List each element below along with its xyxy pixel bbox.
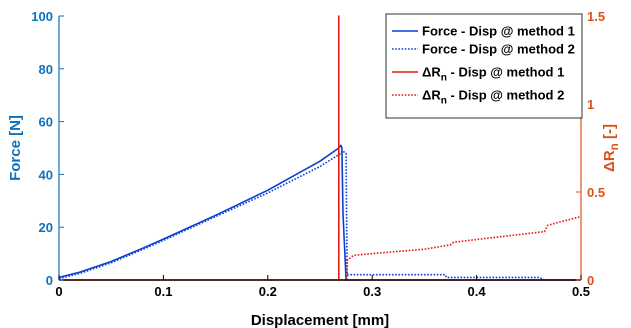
y-right-tick-label: 1.5 xyxy=(587,9,605,24)
y-left-tick-label: 20 xyxy=(39,220,53,235)
y-left-tick-label: 0 xyxy=(46,273,53,288)
y-left-tick-label: 40 xyxy=(39,167,53,182)
y-left-tick-label: 60 xyxy=(39,115,53,130)
y-left-tick-label: 100 xyxy=(31,9,53,24)
y-right-tick-label: 0.5 xyxy=(587,185,605,200)
legend: Force - Disp @ method 1 Force - Disp @ me… xyxy=(385,13,583,119)
y-left-tick-label: 80 xyxy=(39,62,53,77)
legend-box xyxy=(385,13,583,119)
legend-label-3: ΔRn - Disp @ method 1 xyxy=(422,65,564,84)
x-tick-label: 0 xyxy=(55,284,62,299)
x-tick-label: 0.5 xyxy=(572,284,590,299)
legend-label-1: Force - Disp @ method 1 xyxy=(422,24,575,39)
x-axis-title: Displacement [mm] xyxy=(251,312,389,328)
x-tick-label: 0.1 xyxy=(154,284,172,299)
series-line-4 xyxy=(59,215,582,281)
x-tick-label: 0.4 xyxy=(468,284,487,299)
x-tick-label: 0.2 xyxy=(259,284,277,299)
x-tick-label: 0.3 xyxy=(363,284,381,299)
y-right-tick-label: 1 xyxy=(587,97,594,112)
y-left-axis-title: Force [N] xyxy=(7,115,24,181)
y-right-tick-label: 0 xyxy=(587,273,594,288)
legend-label-2: Force - Disp @ method 2 xyxy=(422,42,575,57)
y-right-axis-title: ΔRn [-] xyxy=(601,124,621,172)
series-line-1 xyxy=(58,144,581,281)
legend-label-4: ΔRn - Disp @ method 2 xyxy=(422,88,564,107)
